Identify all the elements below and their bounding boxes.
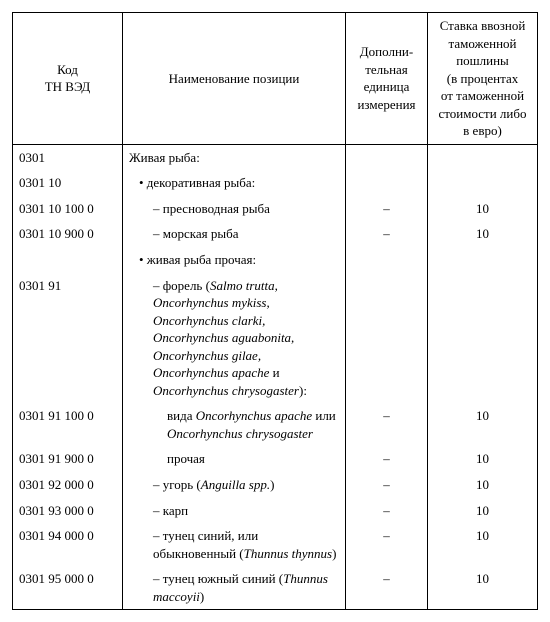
table-row: 0301 94 000 0– тунец синий, или обыкнове…: [13, 523, 538, 566]
cell-unit: –: [346, 498, 428, 524]
cell-unit: [346, 273, 428, 404]
cell-code: 0301 94 000 0: [13, 523, 123, 566]
table-row: 0301 10• декоративная рыба:: [13, 170, 538, 196]
cell-name: – форель (Salmo trutta, Oncorhynchus myk…: [123, 273, 346, 404]
cell-rate: [428, 170, 538, 196]
cell-code: 0301 95 000 0: [13, 566, 123, 610]
table-row: • живая рыба прочая:: [13, 247, 538, 273]
cell-code: [13, 247, 123, 273]
cell-unit: [346, 144, 428, 170]
header-name: Наименование позиции: [123, 13, 346, 145]
cell-code: 0301 10 900 0: [13, 221, 123, 247]
table-body: 0301Живая рыба:0301 10• декоративная рыб…: [13, 144, 538, 609]
cell-unit: –: [346, 446, 428, 472]
cell-code: 0301 91 900 0: [13, 446, 123, 472]
table-row: 0301 10 900 0– морская рыба–10: [13, 221, 538, 247]
cell-unit: –: [346, 523, 428, 566]
cell-name: – морская рыба: [123, 221, 346, 247]
table-row: 0301 91 100 0вида Oncorhynchus apache ил…: [13, 403, 538, 446]
cell-name: Живая рыба:: [123, 144, 346, 170]
cell-rate: 10: [428, 446, 538, 472]
cell-name: • живая рыба прочая:: [123, 247, 346, 273]
cell-rate: [428, 273, 538, 404]
cell-name: – тунец синий, или обыкновенный (Thunnus…: [123, 523, 346, 566]
cell-unit: –: [346, 472, 428, 498]
cell-rate: 10: [428, 472, 538, 498]
header-code: КодТН ВЭД: [13, 13, 123, 145]
table-row: 0301 91– форель (Salmo trutta, Oncorhync…: [13, 273, 538, 404]
cell-rate: 10: [428, 498, 538, 524]
cell-name: прочая: [123, 446, 346, 472]
cell-code: 0301 92 000 0: [13, 472, 123, 498]
cell-rate: [428, 144, 538, 170]
cell-name: вида Oncorhynchus apache или Oncorhynchu…: [123, 403, 346, 446]
cell-unit: [346, 247, 428, 273]
cell-code: 0301: [13, 144, 123, 170]
cell-unit: –: [346, 566, 428, 610]
cell-name: – карп: [123, 498, 346, 524]
table-header-row: КодТН ВЭД Наименование позиции Дополни-т…: [13, 13, 538, 145]
cell-name: – угорь (Anguilla spp.): [123, 472, 346, 498]
cell-unit: –: [346, 221, 428, 247]
header-rate: Ставка ввознойтаможеннойпошлины(в процен…: [428, 13, 538, 145]
cell-rate: 10: [428, 523, 538, 566]
cell-rate: [428, 247, 538, 273]
cell-name: – тунец южный синий (Thunnus maccoyii): [123, 566, 346, 610]
cell-unit: –: [346, 196, 428, 222]
cell-unit: [346, 170, 428, 196]
table-row: 0301 92 000 0– угорь (Anguilla spp.)–10: [13, 472, 538, 498]
header-unit: Дополни-тельнаяединицаизмерения: [346, 13, 428, 145]
cell-code: 0301 10: [13, 170, 123, 196]
cell-rate: 10: [428, 221, 538, 247]
cell-code: 0301 91: [13, 273, 123, 404]
cell-unit: –: [346, 403, 428, 446]
table-row: 0301Живая рыба:: [13, 144, 538, 170]
cell-rate: 10: [428, 196, 538, 222]
tariff-table: КодТН ВЭД Наименование позиции Дополни-т…: [12, 12, 538, 610]
cell-rate: 10: [428, 403, 538, 446]
table-row: 0301 93 000 0– карп–10: [13, 498, 538, 524]
table-row: 0301 91 900 0прочая–10: [13, 446, 538, 472]
table-row: 0301 10 100 0– пресноводная рыба–10: [13, 196, 538, 222]
cell-rate: 10: [428, 566, 538, 610]
table-row: 0301 95 000 0– тунец южный синий (Thunnu…: [13, 566, 538, 610]
cell-name: • декоративная рыба:: [123, 170, 346, 196]
cell-code: 0301 93 000 0: [13, 498, 123, 524]
cell-code: 0301 91 100 0: [13, 403, 123, 446]
cell-name: – пресноводная рыба: [123, 196, 346, 222]
cell-code: 0301 10 100 0: [13, 196, 123, 222]
